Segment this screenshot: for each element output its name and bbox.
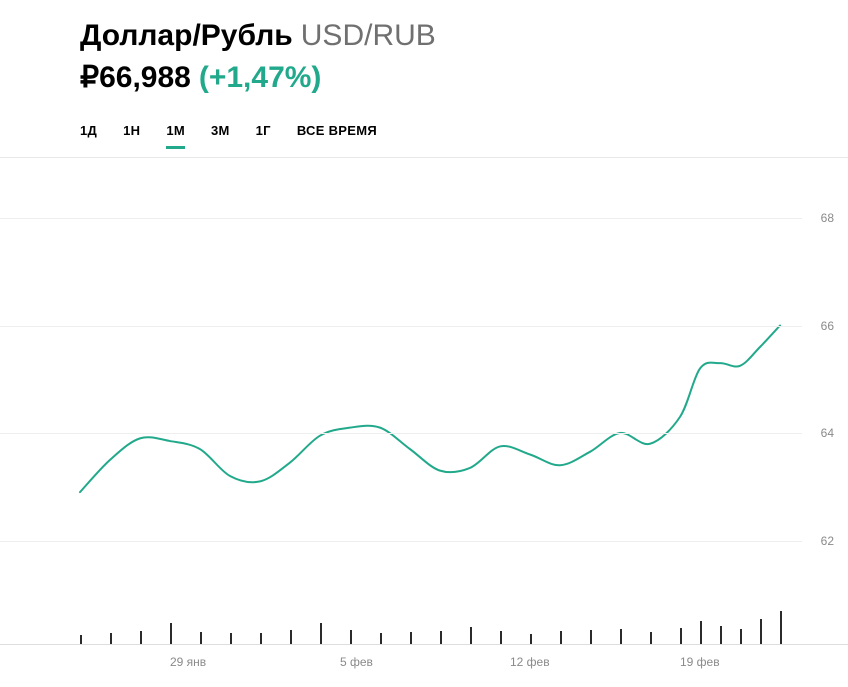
chart-gridline — [0, 433, 802, 434]
volume-bar — [560, 631, 562, 645]
title-ticker: USD/RUB — [301, 19, 436, 52]
volume-baseline — [0, 644, 848, 645]
x-axis-label: 5 фев — [340, 655, 373, 669]
x-axis-label: 19 фев — [680, 655, 720, 669]
timeframe-tab[interactable]: 1Г — [256, 123, 271, 148]
timeframe-tab[interactable]: 1М — [166, 123, 185, 148]
title-name: Доллар/Рубль — [80, 19, 293, 52]
price-line — [0, 175, 802, 645]
instrument-title: Доллар/РубльUSD/RUB — [80, 18, 848, 54]
volume-bar — [760, 619, 762, 645]
volume-bar — [740, 629, 742, 645]
chart-gridline — [0, 326, 802, 327]
x-axis-label: 12 фев — [510, 655, 550, 669]
y-axis-label: 66 — [821, 319, 834, 333]
volume-bar — [680, 628, 682, 645]
volume-bar — [780, 611, 782, 645]
timeframe-tabs: 1Д 1Н 1М 3М 1Г ВСЕ ВРЕМЯ — [80, 123, 848, 148]
price-row: ₽66,988(+1,47%) — [80, 60, 848, 95]
timeframe-tab[interactable]: 1Н — [123, 123, 140, 148]
volume-bar — [350, 630, 352, 645]
y-axis-label: 68 — [821, 211, 834, 225]
timeframe-tab[interactable]: ВСЕ ВРЕМЯ — [297, 123, 377, 148]
volume-bar — [590, 630, 592, 645]
price-chart: 62 64 66 68 29 янв 5 фев 12 фев 19 фев — [0, 175, 848, 687]
chart-gridline — [0, 218, 802, 219]
tabs-divider — [0, 157, 848, 158]
volume-bar — [170, 623, 172, 645]
current-price: ₽66,988 — [80, 61, 191, 94]
x-axis-label: 29 янв — [170, 655, 206, 669]
volume-bar — [470, 627, 472, 645]
timeframe-tab[interactable]: 1Д — [80, 123, 97, 148]
price-change: (+1,47%) — [199, 61, 322, 94]
y-axis-label: 62 — [821, 534, 834, 548]
volume-bars — [80, 605, 780, 645]
timeframe-tab[interactable]: 3М — [211, 123, 230, 148]
volume-bar — [500, 631, 502, 645]
chart-gridline — [0, 541, 802, 542]
volume-bar — [720, 626, 722, 645]
volume-bar — [440, 631, 442, 645]
volume-bar — [290, 630, 292, 645]
y-axis-label: 64 — [821, 426, 834, 440]
volume-bar — [700, 621, 702, 645]
volume-bar — [140, 631, 142, 645]
volume-bar — [320, 623, 322, 645]
volume-bar — [620, 629, 622, 645]
